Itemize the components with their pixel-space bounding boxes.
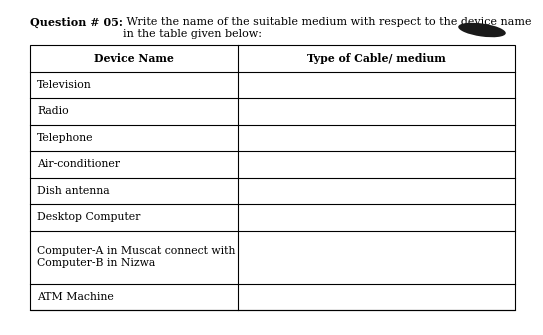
Text: Write the name of the suitable medium with respect to the device name
in the tab: Write the name of the suitable medium wi… [123,17,532,39]
Text: Desktop Computer: Desktop Computer [37,212,141,222]
Text: Television: Television [37,80,92,90]
Ellipse shape [458,23,506,37]
Text: Type of Cable/ medium: Type of Cable/ medium [307,53,446,64]
Text: Question # 05:: Question # 05: [30,17,123,28]
Text: Dish antenna: Dish antenna [37,186,110,196]
Bar [30,45,515,310]
Text: Telephone: Telephone [37,133,93,143]
Text: Computer-A in Muscat connect with
Computer-B in Nizwa: Computer-A in Muscat connect with Comput… [37,246,235,268]
Text: Device Name: Device Name [94,53,174,64]
Text: ATM Machine: ATM Machine [37,292,113,302]
Text: Radio: Radio [37,106,68,116]
Text: Air-conditioner: Air-conditioner [37,159,120,169]
